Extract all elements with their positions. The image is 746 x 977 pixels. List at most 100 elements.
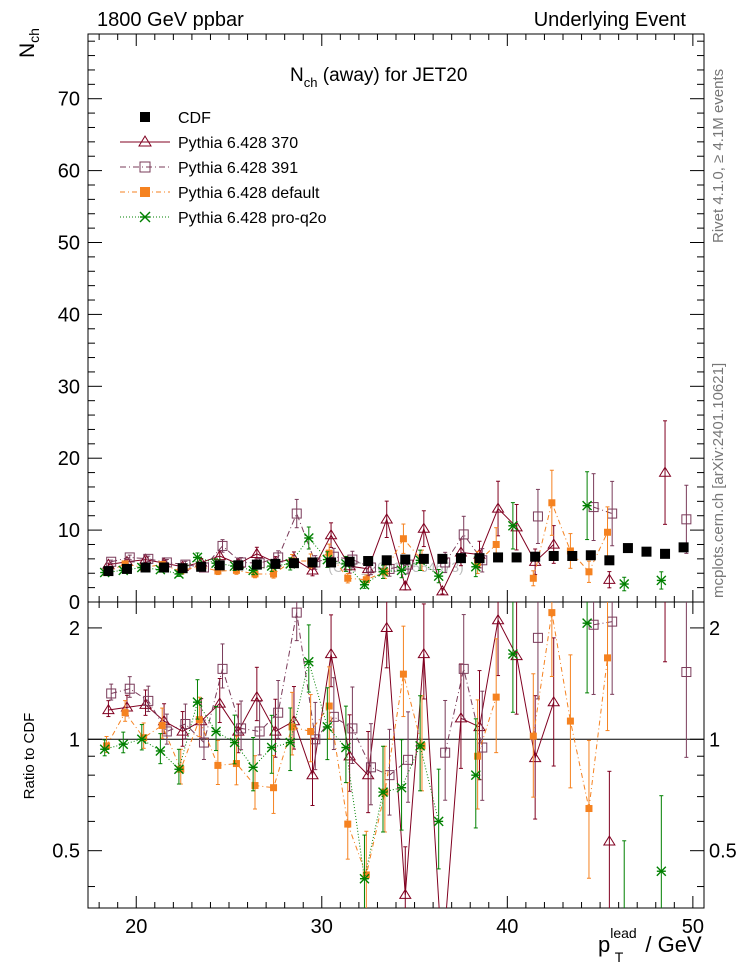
- ratio-data-point: [270, 784, 278, 792]
- ratio-data-point: [217, 663, 228, 674]
- ratio-panel: 20 30 40 50 0.5 0.5 1 1 2 2: [52, 601, 737, 938]
- ratio-data-point: [378, 787, 389, 798]
- main-data-point: [303, 533, 314, 544]
- cdf-data-point: [214, 560, 225, 571]
- ratio-data-point: [474, 752, 482, 760]
- ratio-data-point: [103, 742, 111, 750]
- ratio-data-point: [415, 740, 426, 751]
- x-axis-label-unit: / GeV: [639, 932, 702, 957]
- x-tick-label: 20: [125, 916, 147, 938]
- main-data-point: [470, 561, 481, 572]
- ratio-data-point: [266, 742, 277, 753]
- x-axis-label-sub: T: [615, 949, 624, 965]
- main-data-point: [582, 500, 593, 511]
- main-data-point: [396, 565, 407, 576]
- ratio-data-point: [229, 737, 240, 748]
- main-data-point: [270, 570, 278, 578]
- ratio-data-point: [344, 820, 352, 828]
- ratio-data-point: [322, 721, 333, 732]
- y-tick-label: 30: [58, 376, 80, 398]
- ratio-data-point: [433, 816, 444, 827]
- main-data-point: [359, 579, 370, 590]
- main-data-point: [458, 529, 469, 540]
- y-tick-label: 70: [58, 89, 80, 111]
- main-data-point: [492, 540, 500, 548]
- ratio-series-pythia-6-428-370: [102, 602, 668, 908]
- ratio-data-point: [547, 695, 561, 707]
- ratio-data-point: [548, 609, 556, 617]
- legend: CDF Pythia 6.428 370 Pythia 6.428 391 Pythi…: [120, 110, 327, 227]
- main-data-point: [380, 513, 394, 524]
- y-axis-label: Nch: [16, 28, 42, 58]
- ratio-data-point: [396, 782, 407, 793]
- ratio-data-point: [359, 873, 370, 884]
- ratio-data-point: [604, 654, 612, 662]
- main-data-point: [507, 520, 518, 531]
- ratio-data-point: [173, 764, 184, 775]
- x-tick-label: 30: [311, 916, 333, 938]
- cdf-data-point: [251, 559, 262, 570]
- main-data-point: [681, 514, 692, 525]
- cdf-data-point: [196, 561, 207, 572]
- cdf-data-point: [121, 563, 132, 574]
- legend-marker: [139, 161, 151, 173]
- ratio-data-point: [681, 667, 692, 678]
- main-data-point: [547, 538, 561, 549]
- ratio-data-point: [492, 693, 500, 701]
- x-axis-label-sup: lead: [610, 925, 636, 941]
- legend-marker: [140, 187, 150, 197]
- ratio-data-point: [273, 707, 284, 718]
- legend-label: Pythia 6.428 pro-q2o: [178, 210, 327, 227]
- ratio-data-point: [213, 697, 227, 708]
- cdf-data-point: [622, 543, 633, 554]
- main-data-point: [362, 576, 370, 584]
- chart-title-sub: ch: [304, 75, 318, 90]
- ratio-data-point: [440, 747, 451, 758]
- ratio-data-point: [143, 695, 154, 706]
- legend-label: Pythia 6.428 370: [178, 135, 298, 152]
- ratio-data-point: [251, 782, 259, 790]
- ratio-data-point: [619, 907, 629, 908]
- cdf-data-point: [455, 553, 466, 564]
- cdf-data-point: [270, 558, 281, 569]
- main-data-point: [602, 573, 616, 584]
- main-series-cdf: [103, 542, 689, 577]
- ratio-tick-label: 2: [69, 618, 80, 640]
- main-data-point: [585, 568, 593, 576]
- main-data-point: [548, 499, 556, 507]
- main-data-point: [324, 528, 338, 540]
- ratio-data-point: [99, 744, 110, 755]
- cdf-data-point: [548, 550, 559, 561]
- header-right-label: Underlying Event: [534, 9, 687, 31]
- ratio-data-point: [585, 805, 593, 813]
- ratio-data-point: [288, 723, 296, 731]
- cdf-data-point: [307, 557, 318, 568]
- chart-title: Nch (away) for JET20: [290, 65, 467, 90]
- main-data-point: [435, 584, 449, 596]
- y-tick-label: 60: [58, 161, 80, 183]
- main-data-point: [124, 552, 135, 563]
- ratio-data-point: [582, 618, 593, 629]
- ratio-data-point: [307, 727, 315, 735]
- ratio-data-point: [656, 866, 667, 877]
- ratio-data-point-stroke: [619, 907, 621, 908]
- ratio-series-pythia-6-428-pro-q2o: [99, 602, 667, 908]
- main-data-point: [192, 552, 203, 563]
- legend-label: CDF: [178, 110, 211, 127]
- y-tick-label: 40: [58, 304, 80, 326]
- y-axis-label-main: N: [16, 43, 39, 58]
- ratio-series-line: [532, 612, 609, 809]
- source-side-label: mcplots.cern.ch [arXiv:2401.10621]: [710, 363, 727, 598]
- main-data-point: [417, 522, 431, 533]
- main-data-point: [325, 549, 333, 557]
- legend-marker: [139, 211, 151, 223]
- cdf-data-point: [511, 552, 522, 563]
- ratio-tick-label-right: 1: [709, 729, 720, 751]
- ratio-tick-label: 1: [69, 729, 80, 751]
- main-data-point: [491, 502, 505, 513]
- x-axis-label: plead T / GeV: [598, 925, 702, 965]
- chart-title-rest: (away) for JET20: [317, 65, 467, 86]
- cdf-data-point: [103, 566, 114, 577]
- main-data-point: [433, 571, 444, 582]
- ratio-data-point-stroke: [627, 907, 629, 908]
